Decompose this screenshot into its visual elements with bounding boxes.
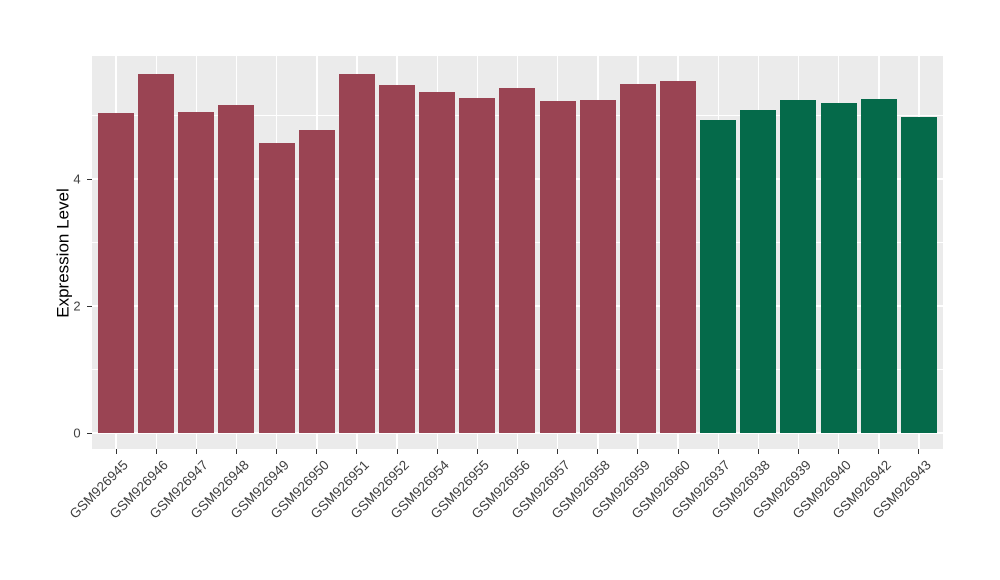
x-tick-mark (517, 449, 518, 454)
bar-GSM926937 (700, 119, 737, 433)
bar-GSM926943 (900, 116, 937, 433)
x-tick-mark (236, 449, 237, 454)
bar-GSM926958 (579, 100, 616, 433)
x-tick-mark (396, 449, 398, 454)
x-tick-mark (356, 449, 358, 454)
bar-GSM926956 (499, 87, 536, 433)
bar-GSM926955 (459, 97, 496, 433)
x-tick-mark (637, 449, 639, 454)
x-tick-mark (115, 449, 117, 454)
gridline-major-horizontal (92, 432, 943, 434)
bar-GSM926954 (419, 92, 456, 433)
bar-GSM926940 (820, 102, 857, 433)
bar-GSM926960 (660, 80, 697, 433)
x-tick-mark (677, 449, 679, 454)
bar-GSM926947 (178, 111, 215, 433)
x-tick-mark (476, 449, 478, 454)
x-tick-mark (155, 449, 157, 454)
x-tick-mark (316, 449, 318, 454)
x-tick-mark (597, 449, 599, 454)
x-tick-mark (276, 449, 278, 454)
bar-GSM926938 (740, 109, 777, 433)
bar-GSM926942 (860, 99, 897, 433)
bar-GSM926948 (218, 104, 255, 433)
y-tick-mark (87, 305, 92, 307)
y-tick-mark (87, 432, 92, 434)
x-tick-mark (757, 449, 759, 454)
bar-GSM926951 (338, 74, 375, 433)
y-tick-label: 0 (73, 425, 81, 441)
x-tick-mark (918, 449, 920, 454)
y-tick-label: 4 (73, 171, 81, 187)
x-tick-mark (838, 449, 840, 454)
bar-GSM926939 (780, 100, 817, 433)
x-tick-mark (436, 449, 438, 454)
y-tick-label: 2 (73, 298, 81, 314)
bar-GSM926952 (379, 85, 416, 433)
y-axis-title: Expression Level (53, 187, 73, 318)
x-tick-mark (195, 449, 197, 454)
bar-GSM926959 (619, 84, 656, 433)
x-tick-mark (717, 449, 719, 454)
y-tick-mark (87, 178, 92, 180)
bar-GSM926957 (539, 100, 576, 433)
x-tick-mark (557, 449, 559, 454)
bar-GSM926945 (98, 113, 135, 433)
bar-GSM926950 (298, 130, 335, 433)
bar-GSM926946 (138, 74, 175, 433)
x-tick-mark (798, 449, 799, 454)
bar-GSM926949 (258, 142, 295, 433)
x-tick-mark (878, 449, 880, 454)
